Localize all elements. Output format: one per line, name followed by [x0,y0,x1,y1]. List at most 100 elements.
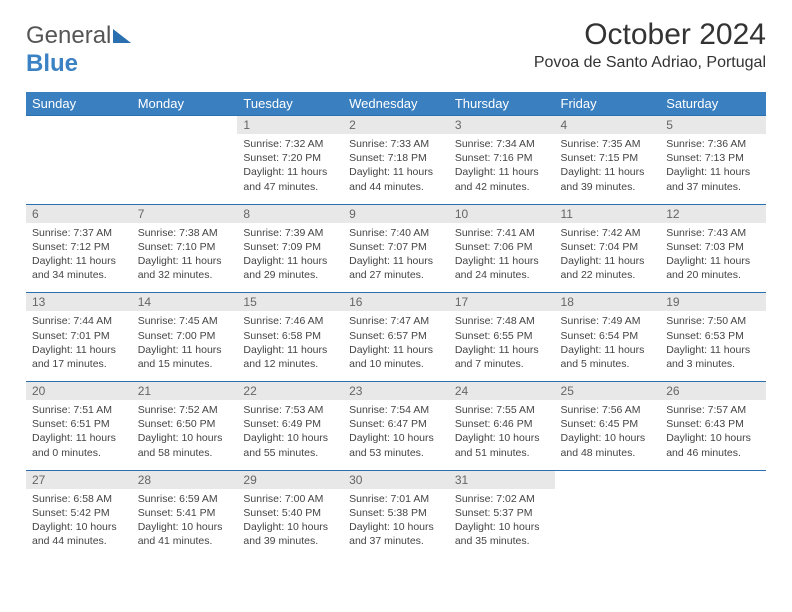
day-8-number: 8 [237,204,343,223]
daylight-text: Daylight: 11 hours and 29 minutes. [243,254,337,282]
weekday-monday: Monday [132,92,238,116]
sunrise-text: Sunrise: 7:42 AM [561,226,655,240]
day-30-detail: Sunrise: 7:01 AMSunset: 5:38 PMDaylight:… [343,489,449,559]
sunset-text: Sunset: 7:20 PM [243,151,337,165]
day-24-detail: Sunrise: 7:55 AMSunset: 6:46 PMDaylight:… [449,400,555,470]
sunrise-text: Sunrise: 7:46 AM [243,314,337,328]
day-30-number: 30 [343,470,449,489]
day-28-detail: Sunrise: 6:59 AMSunset: 5:41 PMDaylight:… [132,489,238,559]
week-1-details: Sunrise: 7:37 AMSunset: 7:12 PMDaylight:… [26,223,766,293]
day-20-detail: Sunrise: 7:51 AMSunset: 6:51 PMDaylight:… [26,400,132,470]
day-25-detail: Sunrise: 7:56 AMSunset: 6:45 PMDaylight:… [555,400,661,470]
daylight-text: Daylight: 11 hours and 5 minutes. [561,343,655,371]
sunrise-text: Sunrise: 7:34 AM [455,137,549,151]
day-26-detail: Sunrise: 7:57 AMSunset: 6:43 PMDaylight:… [660,400,766,470]
sunrise-text: Sunrise: 7:52 AM [138,403,232,417]
sunrise-text: Sunrise: 7:41 AM [455,226,549,240]
day-15-detail: Sunrise: 7:46 AMSunset: 6:58 PMDaylight:… [237,311,343,381]
day-11-detail: Sunrise: 7:42 AMSunset: 7:04 PMDaylight:… [555,223,661,293]
week-2-details: Sunrise: 7:44 AMSunset: 7:01 PMDaylight:… [26,311,766,381]
weekday-saturday: Saturday [660,92,766,116]
daylight-text: Daylight: 11 hours and 3 minutes. [666,343,760,371]
day-12-detail: Sunrise: 7:43 AMSunset: 7:03 PMDaylight:… [660,223,766,293]
daylight-text: Daylight: 11 hours and 37 minutes. [666,165,760,193]
daylight-text: Daylight: 11 hours and 34 minutes. [32,254,126,282]
day-4-detail: Sunrise: 7:35 AMSunset: 7:15 PMDaylight:… [555,134,661,204]
daylight-text: Daylight: 11 hours and 47 minutes. [243,165,337,193]
location-label: Povoa de Santo Adriao, Portugal [534,54,766,72]
sunrise-text: Sunrise: 7:35 AM [561,137,655,151]
day-16-number: 16 [343,293,449,312]
sunrise-text: Sunrise: 7:54 AM [349,403,443,417]
week-4-daynums: 2728293031 [26,470,766,489]
sunrise-text: Sunrise: 7:50 AM [666,314,760,328]
weekday-friday: Friday [555,92,661,116]
daylight-text: Daylight: 10 hours and 46 minutes. [666,431,760,459]
week-0-daynums: 12345 [26,116,766,135]
day-2-number: 2 [343,116,449,135]
sunset-text: Sunset: 7:09 PM [243,240,337,254]
sunset-text: Sunset: 6:49 PM [243,417,337,431]
day-9-number: 9 [343,204,449,223]
day-27-detail: Sunrise: 6:58 AMSunset: 5:42 PMDaylight:… [26,489,132,559]
day-14-number: 14 [132,293,238,312]
empty-cell [555,470,661,489]
daylight-text: Daylight: 11 hours and 39 minutes. [561,165,655,193]
day-5-number: 5 [660,116,766,135]
empty-cell [660,489,766,559]
empty-cell [26,116,132,135]
sunrise-text: Sunrise: 7:39 AM [243,226,337,240]
day-29-number: 29 [237,470,343,489]
daylight-text: Daylight: 10 hours and 51 minutes. [455,431,549,459]
sunset-text: Sunset: 6:54 PM [561,329,655,343]
sunset-text: Sunset: 6:47 PM [349,417,443,431]
daylight-text: Daylight: 11 hours and 42 minutes. [455,165,549,193]
day-3-number: 3 [449,116,555,135]
sunrise-text: Sunrise: 7:44 AM [32,314,126,328]
day-7-detail: Sunrise: 7:38 AMSunset: 7:10 PMDaylight:… [132,223,238,293]
sunrise-text: Sunrise: 7:56 AM [561,403,655,417]
day-15-number: 15 [237,293,343,312]
sunset-text: Sunset: 7:06 PM [455,240,549,254]
brand-part2: Blue [26,50,78,77]
daylight-text: Daylight: 11 hours and 27 minutes. [349,254,443,282]
day-6-number: 6 [26,204,132,223]
daylight-text: Daylight: 11 hours and 24 minutes. [455,254,549,282]
sunset-text: Sunset: 7:07 PM [349,240,443,254]
sunrise-text: Sunrise: 7:57 AM [666,403,760,417]
empty-cell [660,470,766,489]
daylight-text: Daylight: 10 hours and 35 minutes. [455,520,549,548]
week-1-daynums: 6789101112 [26,204,766,223]
sunrise-text: Sunrise: 7:32 AM [243,137,337,151]
day-10-number: 10 [449,204,555,223]
sunrise-text: Sunrise: 7:33 AM [349,137,443,151]
day-9-detail: Sunrise: 7:40 AMSunset: 7:07 PMDaylight:… [343,223,449,293]
day-4-number: 4 [555,116,661,135]
daylight-text: Daylight: 11 hours and 7 minutes. [455,343,549,371]
sunrise-text: Sunrise: 7:00 AM [243,492,337,506]
weekday-tuesday: Tuesday [237,92,343,116]
day-7-number: 7 [132,204,238,223]
sunrise-text: Sunrise: 7:48 AM [455,314,549,328]
empty-cell [555,489,661,559]
sunrise-text: Sunrise: 7:53 AM [243,403,337,417]
sunset-text: Sunset: 5:41 PM [138,506,232,520]
day-6-detail: Sunrise: 7:37 AMSunset: 7:12 PMDaylight:… [26,223,132,293]
daylight-text: Daylight: 10 hours and 48 minutes. [561,431,655,459]
sunrise-text: Sunrise: 7:38 AM [138,226,232,240]
day-27-number: 27 [26,470,132,489]
sunset-text: Sunset: 7:15 PM [561,151,655,165]
day-23-number: 23 [343,382,449,401]
day-23-detail: Sunrise: 7:54 AMSunset: 6:47 PMDaylight:… [343,400,449,470]
sunset-text: Sunset: 7:16 PM [455,151,549,165]
week-3-details: Sunrise: 7:51 AMSunset: 6:51 PMDaylight:… [26,400,766,470]
day-21-detail: Sunrise: 7:52 AMSunset: 6:50 PMDaylight:… [132,400,238,470]
day-13-number: 13 [26,293,132,312]
sunrise-text: Sunrise: 7:51 AM [32,403,126,417]
daylight-text: Daylight: 11 hours and 22 minutes. [561,254,655,282]
day-2-detail: Sunrise: 7:33 AMSunset: 7:18 PMDaylight:… [343,134,449,204]
daylight-text: Daylight: 11 hours and 15 minutes. [138,343,232,371]
brand-part1: General [26,22,111,49]
day-18-number: 18 [555,293,661,312]
week-2-daynums: 13141516171819 [26,293,766,312]
